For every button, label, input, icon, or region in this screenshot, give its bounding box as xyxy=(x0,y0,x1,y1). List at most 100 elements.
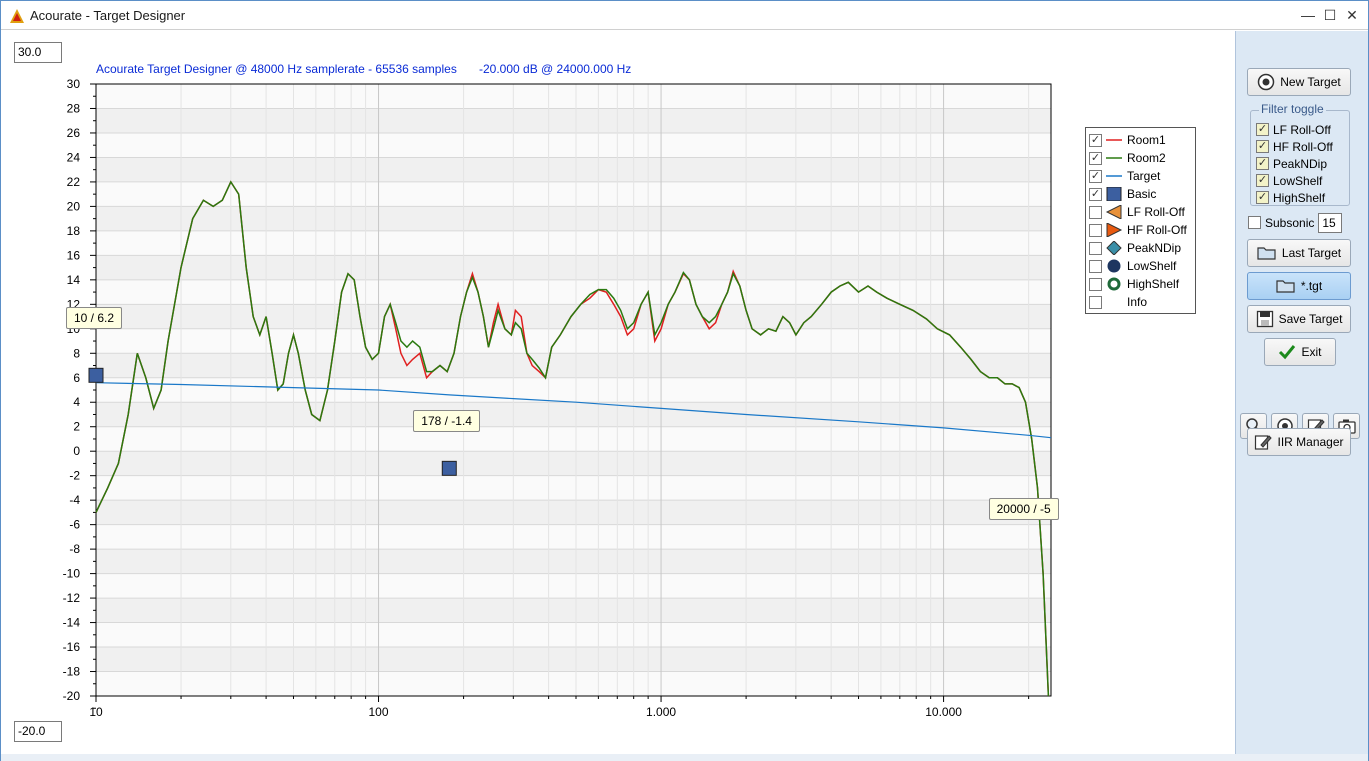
filter-peakndip[interactable]: ✓ PeakNDip xyxy=(1256,155,1327,172)
x-axis: 10 100 1.000 10.000 xyxy=(89,696,1030,719)
y-tick-label: 28 xyxy=(67,101,81,115)
grid-band xyxy=(96,598,1051,623)
grid-band xyxy=(96,353,1051,378)
legend-item-lowshelf[interactable]: LowShelf xyxy=(1089,257,1176,275)
legend-checkbox[interactable]: ✓ xyxy=(1089,151,1102,165)
x-tick-label: 10.000 xyxy=(925,705,962,719)
subsonic-input[interactable]: 15 xyxy=(1318,212,1343,233)
legend-checkbox[interactable] xyxy=(1089,241,1102,255)
legend-checkbox[interactable] xyxy=(1089,205,1102,219)
y-tick-label: 22 xyxy=(67,175,81,189)
exit-button[interactable]: Exit xyxy=(1264,338,1336,366)
square-icon xyxy=(1105,187,1123,201)
grid-band xyxy=(96,108,1051,133)
legend-label: Basic xyxy=(1127,187,1157,201)
y-tick-label: -18 xyxy=(63,665,81,679)
legend-item-basic[interactable]: ✓ Basic xyxy=(1089,185,1156,203)
legend-item-target[interactable]: ✓ Target xyxy=(1089,167,1160,185)
legend-item-info[interactable]: Info xyxy=(1089,293,1147,311)
legend-item-room1[interactable]: ✓ Room1 xyxy=(1089,131,1166,149)
series-line-room2 xyxy=(95,180,1050,697)
legend-checkbox[interactable] xyxy=(1089,295,1102,309)
legend-label: PeakNDip xyxy=(1127,241,1182,255)
iir-manager-label: IIR Manager xyxy=(1277,435,1344,449)
y-max-field[interactable]: 30.0 xyxy=(14,42,62,63)
iir-manager-button[interactable]: IIR Manager xyxy=(1247,428,1351,456)
new-target-label: New Target xyxy=(1280,75,1341,89)
y-tick-label: 6 xyxy=(73,371,80,385)
last-target-label: Last Target xyxy=(1281,246,1342,260)
legend-item-hf-roll-off[interactable]: HF Roll-Off xyxy=(1089,221,1187,239)
frequency-response-chart[interactable]: 302826242220181614121086420-2-4-6-8-10-1… xyxy=(1,31,1234,755)
series-lines xyxy=(95,180,1052,697)
filter-highshelf[interactable]: ✓ HighShelf xyxy=(1256,189,1325,206)
grid-band xyxy=(96,451,1051,476)
y-tick-label: 16 xyxy=(67,248,81,262)
filter-toggle-group: Filter toggle ✓ LF Roll-Off ✓ HF Roll-Of… xyxy=(1250,102,1350,206)
target-icon xyxy=(1258,73,1275,91)
y-min-field[interactable]: -20.0 xyxy=(14,721,62,742)
y-tick-label: -6 xyxy=(69,518,80,532)
y-tick-label: -10 xyxy=(63,567,81,581)
line-icon xyxy=(1105,169,1123,183)
filter-lowshelf[interactable]: ✓ LowShelf xyxy=(1256,172,1322,189)
legend-checkbox[interactable]: ✓ xyxy=(1089,169,1102,183)
subsonic-toggle[interactable]: Subsonic 15 xyxy=(1248,212,1343,233)
close-icon[interactable]: ✕ xyxy=(1346,7,1358,23)
checkbox[interactable]: ✓ xyxy=(1256,157,1269,170)
grid-band xyxy=(96,206,1051,231)
grid-band xyxy=(96,402,1051,427)
open-tgt-button[interactable]: *.tgt xyxy=(1247,272,1351,300)
legend-label: LowShelf xyxy=(1127,259,1177,273)
y-tick-label: -14 xyxy=(63,616,81,630)
grid-band xyxy=(96,255,1051,280)
minimize-icon[interactable]: — xyxy=(1301,7,1315,23)
sidebar: New Target Filter toggle ✓ LF Roll-Off ✓… xyxy=(1235,31,1368,755)
y-tick-label: -4 xyxy=(69,493,80,507)
filter-lf-rolloff[interactable]: ✓ LF Roll-Off xyxy=(1256,121,1331,138)
legend-item-lf-roll-off[interactable]: LF Roll-Off xyxy=(1089,203,1185,221)
legend-label: Room1 xyxy=(1127,133,1166,147)
marker-tooltip: 178 / -1.4 xyxy=(413,410,480,433)
filter-hf-rolloff[interactable]: ✓ HF Roll-Off xyxy=(1256,138,1333,155)
checkbox[interactable]: ✓ xyxy=(1256,123,1269,136)
chart-background xyxy=(95,83,1052,697)
y-tick-label: 4 xyxy=(73,395,80,409)
y-tick-label: 20 xyxy=(67,199,81,213)
checkbox[interactable]: ✓ xyxy=(1256,174,1269,187)
checkmark-icon xyxy=(1279,345,1296,360)
diamond-icon xyxy=(1105,241,1123,255)
legend-label: Info xyxy=(1127,295,1148,309)
legend-checkbox[interactable] xyxy=(1089,259,1102,273)
last-target-button[interactable]: Last Target xyxy=(1247,239,1351,267)
legend-checkbox[interactable]: ✓ xyxy=(1089,187,1102,201)
y-tick-label: 0 xyxy=(73,444,80,458)
legend-item-peakndip[interactable]: PeakNDip xyxy=(1089,239,1181,257)
new-target-button[interactable]: New Target xyxy=(1247,68,1351,96)
marker-tooltip: 20000 / -5 xyxy=(988,498,1059,521)
none-icon xyxy=(1105,295,1123,309)
info-cursor: -20.000 dB @ 24000.000 Hz xyxy=(479,62,632,76)
subsonic-checkbox[interactable] xyxy=(1248,216,1261,229)
save-target-button[interactable]: Save Target xyxy=(1247,305,1351,333)
circle-icon xyxy=(1105,259,1123,273)
grid-band xyxy=(96,304,1051,329)
checkbox[interactable]: ✓ xyxy=(1256,191,1269,204)
y-tick-label: 8 xyxy=(73,346,80,360)
legend-label: Room2 xyxy=(1127,151,1166,165)
legend-item-room2[interactable]: ✓ Room2 xyxy=(1089,149,1166,167)
line-icon xyxy=(1105,133,1123,147)
checkbox[interactable]: ✓ xyxy=(1256,140,1269,153)
plot-area: 30.0 -20.0 Acourate Target Designer @ 48… xyxy=(1,31,1234,755)
legend-checkbox[interactable] xyxy=(1089,223,1102,237)
series-line-target xyxy=(95,382,1052,439)
triangle-right-icon xyxy=(1105,223,1123,237)
legend-label: Target xyxy=(1127,169,1161,183)
y-tick-label: 24 xyxy=(67,150,81,164)
legend-checkbox[interactable] xyxy=(1089,277,1102,291)
maximize-icon[interactable]: ☐ xyxy=(1323,7,1337,23)
filter-label: LF Roll-Off xyxy=(1273,122,1331,137)
legend-checkbox[interactable]: ✓ xyxy=(1089,133,1102,147)
legend-item-highshelf[interactable]: HighShelf xyxy=(1089,275,1179,293)
